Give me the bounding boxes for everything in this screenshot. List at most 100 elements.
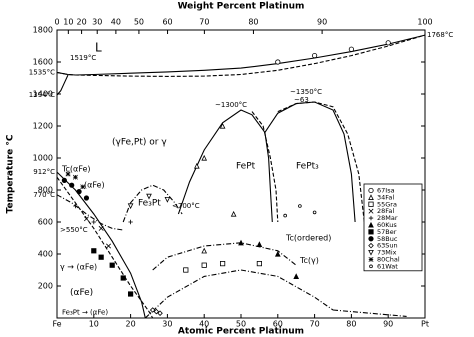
phase-boundary (144, 269, 334, 319)
x-tick-label: 10 (89, 320, 99, 329)
legend-marker (368, 256, 374, 262)
data-point (73, 203, 78, 209)
x-tick-label: 70 (310, 320, 320, 329)
x2-tick-label: 80 (248, 18, 258, 27)
x2-tick-label: 100 (417, 18, 432, 27)
data-point (274, 250, 281, 257)
plot-frame (56, 29, 426, 319)
y-tick-label: 1600 (33, 58, 53, 67)
data-point (127, 203, 134, 210)
legend-marker (368, 229, 374, 235)
annotation: FePt₃ (296, 162, 319, 172)
legend-marker (368, 221, 374, 228)
x-tick-label: 60 (273, 320, 283, 329)
data-point (157, 310, 163, 316)
y-tick-label: 1400 (33, 90, 53, 99)
legend-label: 80Chal (377, 255, 400, 263)
data-point (72, 174, 78, 180)
data-point (219, 122, 226, 129)
x2-tick-label: 90 (317, 18, 327, 27)
x-tick-label: 90 (383, 320, 393, 329)
data-point (149, 307, 156, 313)
data-point (98, 254, 104, 260)
legend-marker (368, 187, 374, 194)
y-tick-label: 1200 (33, 122, 53, 131)
x2-tick-label: 50 (134, 18, 144, 27)
legend-label: 55Gra (377, 200, 397, 208)
y-tick-label: 400 (38, 250, 53, 259)
x2-tick-label: 30 (92, 18, 102, 27)
x-tick-label: 20 (126, 320, 136, 329)
legend-label: 73Mix (377, 249, 397, 257)
annotation: (γFe,Pt) or γ (112, 138, 167, 148)
x2-tick-label: 60 (162, 18, 172, 27)
data-point (120, 275, 126, 281)
phase-boundary (56, 176, 154, 319)
x-tick-label: 30 (162, 320, 172, 329)
annotation: ~1350°C (290, 88, 322, 96)
data-point (230, 210, 237, 217)
legend-marker (368, 201, 374, 207)
x2-axis-label: Weight Percent Platinum (178, 2, 305, 12)
y-tick-label: 1800 (33, 26, 53, 35)
data-point (312, 210, 317, 215)
legend-marker (368, 249, 374, 256)
data-point (293, 273, 300, 279)
phase-boundary (264, 101, 356, 223)
data-point (238, 239, 244, 246)
data-point (61, 177, 67, 183)
annotation: 770°C (33, 191, 55, 199)
data-point (91, 219, 96, 225)
data-point (183, 267, 189, 273)
annotation: Tc(αFe) (61, 165, 91, 174)
data-point (128, 219, 133, 225)
annotation: 1394°C (29, 91, 55, 99)
data-point (127, 291, 134, 297)
phase-boundary (332, 309, 407, 317)
data-point (298, 204, 302, 208)
data-point (106, 243, 112, 249)
legend-marker (368, 236, 374, 242)
x2-tick-label: 20 (76, 18, 86, 27)
annotation: (αFe) (84, 181, 105, 190)
data-point (256, 241, 263, 247)
phase-boundary (56, 34, 426, 76)
legend-label: 63Sun (377, 242, 398, 250)
data-point (256, 260, 263, 267)
phase-boundary (56, 34, 426, 77)
y-axis-label: Temperature °C (6, 134, 16, 213)
data-point (153, 308, 160, 315)
data-point (275, 59, 281, 65)
phase-boundary (122, 184, 183, 223)
legend-label: 60Kus (377, 221, 397, 229)
data-point (311, 52, 318, 59)
data-point (83, 195, 90, 201)
data-point (193, 162, 200, 169)
data-point (109, 262, 115, 268)
data-point (283, 213, 287, 218)
legend-label: 28Mar (377, 214, 398, 222)
annotation: 1535°C (29, 68, 55, 76)
data-point (69, 182, 75, 188)
legend-label: 58Buc (377, 235, 398, 243)
annotation: FePt (236, 162, 256, 172)
x2-tick-label: 70 (199, 18, 209, 27)
annotation: γ → (αFe) (60, 262, 97, 271)
annotation: 912°C (33, 168, 55, 176)
phase-boundary (251, 111, 279, 223)
data-point (76, 189, 82, 195)
annotation: Tc(ordered) (285, 234, 331, 243)
data-point (83, 216, 89, 222)
annotation: Tc(γ) (299, 256, 319, 265)
x2-tick-label: 10 (63, 18, 73, 27)
annotation: >550°C (60, 226, 88, 234)
x-tick-label: Pt (421, 320, 429, 329)
legend-label: 34Fal (377, 193, 394, 201)
data-point (201, 262, 207, 268)
data-point (164, 197, 171, 203)
data-point (219, 260, 226, 267)
annotation: Fe₃Pt → (αFe) (62, 308, 108, 316)
legend-label: 67Isa (377, 186, 395, 194)
data-point (80, 184, 86, 190)
